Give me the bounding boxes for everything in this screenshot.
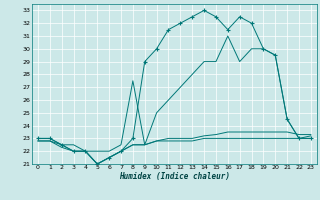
X-axis label: Humidex (Indice chaleur): Humidex (Indice chaleur): [119, 172, 230, 181]
